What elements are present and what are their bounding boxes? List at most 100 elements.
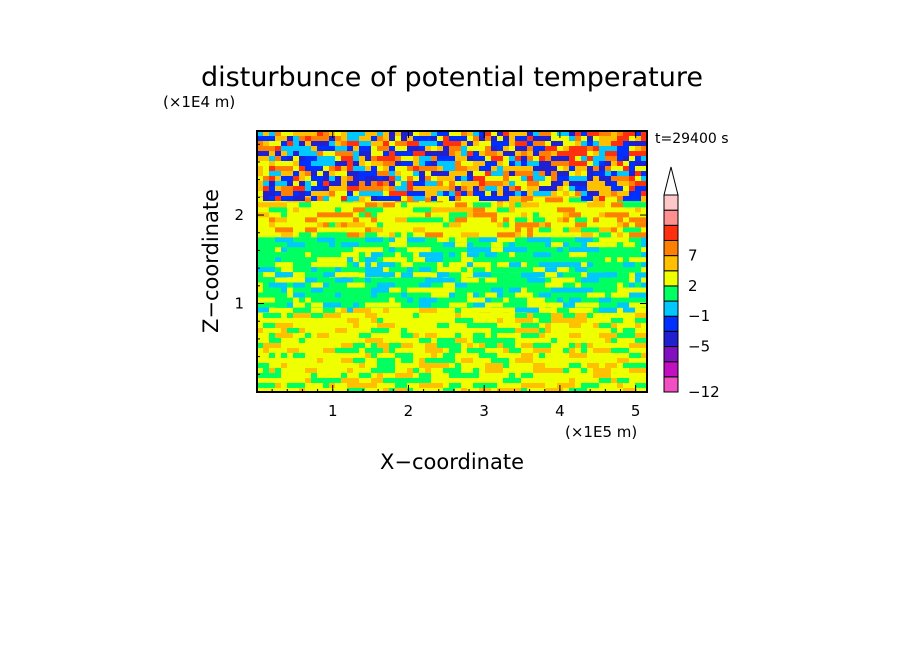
heatmap-cell [611, 202, 623, 208]
heatmap-cell [533, 267, 551, 273]
heatmap-cell [383, 307, 389, 313]
heatmap-cell [455, 282, 467, 288]
heatmap-cell [263, 347, 269, 353]
heatmap-cell [641, 166, 647, 171]
heatmap-cell [311, 267, 317, 273]
heatmap-cell [599, 242, 617, 248]
heatmap-cell [539, 382, 545, 388]
heatmap-cell [419, 377, 431, 383]
heatmap-cell [533, 252, 551, 258]
heatmap-cell [521, 387, 527, 392]
heatmap-cell [401, 352, 413, 358]
heatmap-cell [293, 156, 299, 161]
heatmap-cell [347, 156, 353, 161]
heatmap-cell [275, 191, 281, 196]
heatmap-cell [497, 202, 503, 208]
heatmap-cell [281, 362, 287, 368]
heatmap-cell [503, 131, 509, 136]
heatmap-cell [383, 387, 389, 392]
heatmap-cell [269, 131, 275, 136]
heatmap-cell [455, 242, 473, 248]
heatmap-cell [443, 166, 461, 171]
heatmap-cell [467, 146, 485, 151]
heatmap-cell [635, 156, 641, 161]
heatmap-cell [587, 136, 593, 141]
heatmap-cell [521, 322, 527, 328]
heatmap-cell [557, 176, 575, 181]
heatmap-cell [341, 377, 359, 383]
heatmap-cell [515, 222, 533, 228]
heatmap-cell [419, 191, 425, 196]
heatmap-cell [419, 282, 431, 288]
heatmap-cell [521, 332, 539, 338]
heatmap-cell [461, 131, 467, 136]
heatmap-cell [293, 352, 305, 358]
heatmap-cell [329, 257, 347, 263]
heatmap-cell [353, 191, 359, 196]
heatmap-cell [383, 347, 389, 353]
heatmap-cell [557, 136, 575, 141]
heatmap-cell [311, 176, 329, 181]
heatmap-cell [497, 131, 503, 136]
heatmap-cell [431, 151, 437, 156]
heatmap-cell [413, 166, 419, 171]
colorbar-swatch [663, 376, 679, 393]
heatmap-cell [509, 176, 521, 181]
heatmap-cell [305, 176, 311, 181]
heatmap-cell [293, 207, 299, 213]
heatmap-cell [389, 232, 395, 238]
heatmap-cell [269, 307, 275, 313]
heatmap-cell [599, 377, 611, 383]
heatmap-cell [389, 196, 401, 201]
heatmap-cell [335, 166, 341, 171]
heatmap-cell [365, 247, 383, 253]
heatmap-cell [617, 257, 623, 263]
heatmap-cell [605, 272, 611, 278]
heatmap-cell [623, 227, 641, 233]
heatmap-cell [431, 292, 449, 298]
heatmap-cell [545, 322, 551, 328]
heatmap-cell [611, 186, 623, 191]
heatmap-cell [515, 227, 521, 233]
chart-title: disturbunce of potential temperature [201, 62, 703, 93]
heatmap-cell [407, 232, 413, 238]
heatmap-cell [623, 156, 629, 161]
heatmap-cell [641, 197, 647, 203]
heatmap-cell [521, 196, 533, 201]
heatmap-cell [557, 191, 563, 196]
heatmap-cell [491, 181, 503, 186]
heatmap-cell [281, 267, 293, 273]
colorbar-swatch [663, 255, 679, 272]
heatmap-cell [329, 232, 335, 238]
heatmap-cell [641, 252, 647, 258]
heatmap-cell [365, 257, 377, 263]
heatmap-cell [299, 202, 311, 208]
heatmap-cell [257, 151, 269, 156]
colorbar-swatch [663, 330, 679, 348]
heatmap-cell [365, 161, 371, 166]
heatmap-cell [389, 186, 395, 191]
heatmap-cell [341, 196, 347, 201]
heatmap-cell [455, 362, 461, 368]
heatmap-cell [641, 277, 647, 283]
heatmap-cell [521, 262, 527, 268]
heatmap-cell [425, 342, 437, 348]
heatmap-cell [629, 151, 647, 156]
heatmap-cell [617, 382, 623, 388]
heatmap-cell [503, 217, 509, 223]
heatmap-cell [419, 176, 425, 181]
heatmap-cell [413, 136, 431, 141]
heatmap-cell [305, 332, 311, 338]
heatmap-cell [509, 232, 515, 238]
heatmap-cell [341, 357, 359, 363]
heatmap-cell [569, 151, 587, 156]
heatmap-cell [401, 161, 413, 166]
heatmap-cell [287, 347, 299, 353]
heatmap-cell [401, 202, 407, 208]
heatmap-cell [371, 292, 377, 298]
heatmap-cell [329, 382, 335, 388]
heatmap-cell [449, 347, 461, 353]
heatmap-cell [467, 322, 473, 328]
colorbar-label: −12 [688, 383, 720, 401]
heatmap-cell [317, 171, 323, 176]
